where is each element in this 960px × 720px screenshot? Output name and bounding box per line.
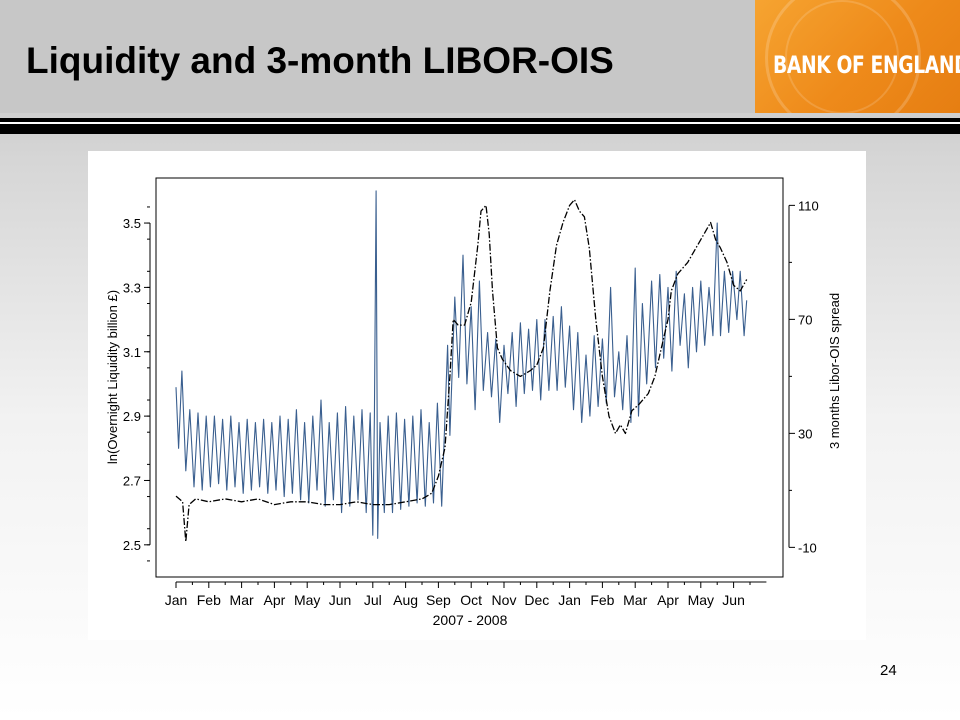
liquidity-series-line: [175, 190, 748, 539]
x-tick-label: Jan: [558, 592, 581, 608]
libor-ois-spread-line: [175, 199, 748, 543]
x-tick-label: Feb: [590, 592, 614, 608]
y-axis-left-label: ln(Overnight Liquidity billion £): [105, 290, 120, 464]
y-axis-right-label: 3 months Libor-OIS spread: [827, 293, 842, 449]
x-tick-label: Oct: [460, 592, 482, 608]
x-axis-label: 2007 - 2008: [433, 612, 508, 628]
y-right-tick-label: -10: [798, 540, 817, 555]
x-tick-label: May: [294, 592, 320, 608]
bank-of-england-logo: BANK OF ENGLAND: [755, 0, 960, 113]
x-tick-label: Sep: [426, 592, 451, 608]
x-tick-label: Apr: [657, 592, 679, 608]
y-right-tick-label: 30: [798, 426, 812, 441]
y-left-tick-label: 3.3: [123, 280, 141, 295]
y-left-tick-label: 2.9: [123, 409, 141, 424]
x-tick-label: Jan: [165, 592, 188, 608]
logo-text: BANK OF ENGLAND: [773, 51, 960, 79]
x-tick-label: Dec: [524, 592, 549, 608]
y-right-tick-label: 110: [798, 198, 819, 213]
slide-header: Liquidity and 3-month LIBOR-OIS BANK OF …: [0, 0, 960, 113]
chart-panel: Jan Feb Mar Apr May Jun Jul Aug Sep Oct Nov Dec Jan F…: [88, 151, 866, 640]
slide-title: Liquidity and 3-month LIBOR-OIS: [26, 40, 614, 81]
header-divider-highlight: [0, 122, 960, 124]
x-tick-label: Jul: [364, 592, 382, 608]
x-axis: Jan Feb Mar Apr May Jun Jul Aug Sep Oct Nov Dec Jan F…: [165, 581, 767, 608]
x-tick-label: Feb: [197, 592, 221, 608]
header-divider: [0, 118, 960, 134]
y-axis-left: 2.5 2.7 2.9 3.1 3.3 3.5: [123, 206, 151, 562]
x-tick-label: Mar: [230, 592, 254, 608]
x-tick-label: Mar: [623, 592, 647, 608]
liquidity-libor-ois-chart: Jan Feb Mar Apr May Jun Jul Aug Sep Oct Nov Dec Jan F…: [105, 177, 842, 628]
page-number: 24: [880, 662, 897, 679]
y-right-tick-label: 70: [798, 312, 812, 327]
x-tick-label: Aug: [393, 592, 418, 608]
series-layer: [175, 190, 748, 543]
x-tick-label: May: [688, 592, 714, 608]
y-left-tick-label: 3.5: [123, 216, 141, 231]
plot-frame: [155, 177, 784, 578]
x-tick-label: Jun: [722, 592, 745, 608]
y-left-tick-label: 3.1: [123, 345, 141, 360]
y-axis-right: -10 30 70 110: [788, 198, 819, 555]
y-left-tick-label: 2.5: [123, 538, 141, 553]
x-tick-label: Nov: [492, 592, 517, 608]
logo-seal-inner-ring: [785, 0, 899, 113]
x-tick-label: Apr: [264, 592, 286, 608]
logo-seal-ring: [765, 0, 921, 113]
y-left-tick-label: 2.7: [123, 473, 141, 488]
x-tick-label: Jun: [329, 592, 352, 608]
